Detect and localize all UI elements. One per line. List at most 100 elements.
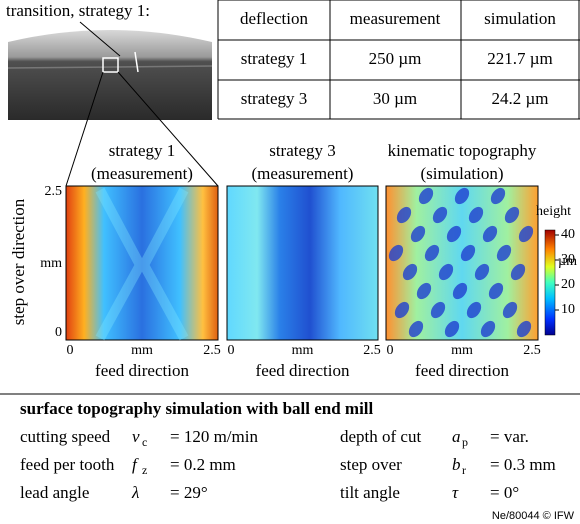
param-label: cutting speed (20, 427, 111, 446)
colorbar-title: height (536, 204, 571, 219)
texture-oval (424, 244, 440, 262)
texture-oval (460, 244, 476, 262)
param-symbol: v (132, 427, 140, 446)
panel-title: (measurement) (91, 164, 193, 183)
texture-oval (446, 225, 462, 243)
photo (8, 30, 212, 120)
panel-title: strategy 3 (269, 141, 336, 160)
colorbar-tick-label: 30 (561, 252, 575, 267)
texture-oval (408, 320, 424, 338)
texture-oval (388, 244, 404, 262)
photo-label: transition, strategy 1: (6, 1, 150, 20)
x-axis-label: feed direction (256, 361, 350, 380)
y-tick-label: mm (40, 256, 62, 271)
y-tick-label: 2.5 (45, 184, 63, 199)
table-cell: 250 µm (369, 49, 422, 68)
table-cell: strategy 3 (241, 89, 308, 108)
table-cell: strategy 1 (241, 49, 308, 68)
table-header: measurement (350, 9, 441, 28)
texture-oval (480, 320, 496, 338)
pointer (79, 21, 121, 57)
texture-oval (452, 282, 468, 300)
param-label: lead angle (20, 483, 89, 502)
param-symbol: f (132, 455, 139, 474)
param-value: = var. (490, 427, 529, 446)
texture-oval (454, 187, 470, 205)
param-value: = 120 m/min (170, 427, 258, 446)
param-symbol: τ (452, 483, 459, 502)
table-cell: 221.7 µm (487, 49, 553, 68)
x-tick-label: mm (131, 343, 153, 358)
x-tick-label: 2.5 (523, 343, 541, 358)
texture-oval (418, 187, 434, 205)
x-tick-label: 0 (228, 343, 235, 358)
texture-oval (430, 301, 446, 319)
panel-title: kinematic topography (388, 141, 537, 160)
x-tick-label: mm (451, 343, 473, 358)
zoom-line (65, 71, 104, 187)
table-grid (217, 0, 580, 120)
param-symbol: λ (131, 483, 139, 502)
texture-oval (516, 320, 532, 338)
param-subscript: p (462, 435, 468, 449)
y-axis-label: step over direction (9, 198, 28, 325)
texture-oval (474, 263, 490, 281)
texture-oval (438, 263, 454, 281)
texture-oval (482, 225, 498, 243)
heatmap (65, 185, 219, 341)
table-header: simulation (484, 9, 556, 28)
texture-oval (510, 263, 526, 281)
zoom-box (102, 57, 119, 73)
arrow (134, 51, 139, 73)
texture-oval (394, 301, 410, 319)
heatmap (226, 185, 379, 341)
param-label: feed per tooth (20, 455, 115, 474)
credit: Ne/80044 © IFW (492, 510, 575, 522)
texture-oval (410, 225, 426, 243)
colorbar-tick-label: 10 (561, 302, 575, 317)
param-symbol: b (452, 455, 461, 474)
param-label: depth of cut (340, 427, 421, 446)
texture-oval (490, 187, 506, 205)
x-tick-label: 0 (67, 343, 74, 358)
param-value: = 0° (490, 483, 519, 502)
texture-oval (496, 244, 512, 262)
texture-oval (416, 282, 432, 300)
colorbar-tick-label: 20 (561, 277, 575, 292)
y-tick-label: 0 (55, 325, 62, 340)
param-value: = 0.3 mm (490, 455, 556, 474)
param-label: step over (340, 455, 402, 474)
texture-oval (468, 206, 484, 224)
texture-oval (502, 301, 518, 319)
x-axis-label: feed direction (415, 361, 509, 380)
colorbar-unit: µm (558, 254, 577, 269)
param-label: tilt angle (340, 483, 400, 502)
param-symbol: a (452, 427, 461, 446)
colorbar (544, 229, 556, 336)
texture-oval (396, 206, 412, 224)
params-title: surface topography simulation with ball … (20, 399, 374, 418)
panel-title: (measurement) (252, 164, 354, 183)
texture-oval (432, 206, 448, 224)
param-subscript: r (462, 463, 466, 477)
texture-oval (488, 282, 504, 300)
heatmap-texture (95, 187, 189, 341)
param-value: = 0.2 mm (170, 455, 236, 474)
colorbar-tick-label: 40 (561, 227, 575, 242)
table-cell: 24.2 µm (491, 89, 548, 108)
x-tick-label: 2.5 (203, 343, 221, 358)
photo-seam (7, 65, 213, 69)
table-cell: 30 µm (373, 89, 417, 108)
texture-oval (466, 301, 482, 319)
texture-oval (518, 225, 534, 243)
x-tick-label: 0 (387, 343, 394, 358)
x-tick-label: mm (292, 343, 314, 358)
texture-oval (444, 320, 460, 338)
texture-oval (402, 263, 418, 281)
param-value: = 29° (170, 483, 208, 502)
param-subscript: z (142, 463, 147, 477)
param-subscript: c (142, 435, 147, 449)
heatmap-texture (388, 187, 534, 338)
texture-oval (504, 206, 520, 224)
